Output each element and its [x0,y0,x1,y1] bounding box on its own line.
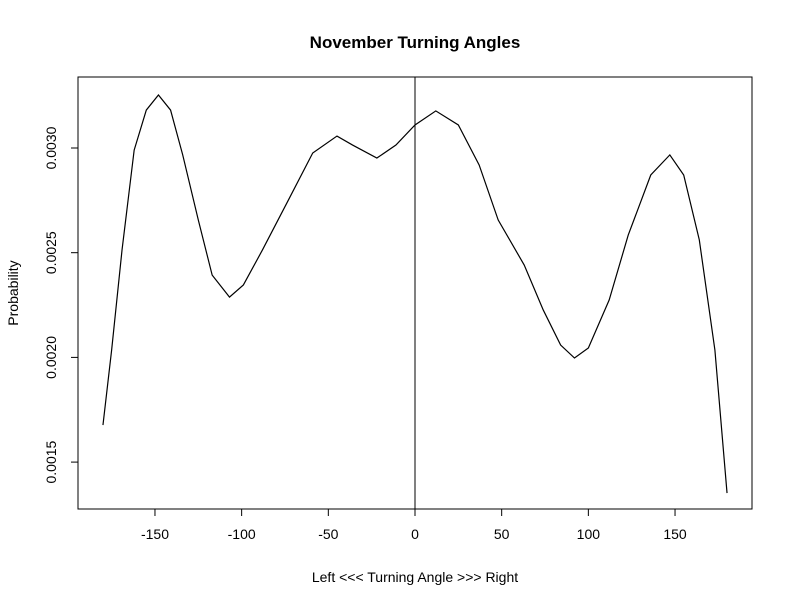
x-tick-label: -100 [228,526,256,542]
y-tick-label: 0.0025 [43,231,59,274]
x-tick-label: 100 [577,526,601,542]
x-tick-label: 150 [663,526,687,542]
chart-title: November Turning Angles [310,33,521,52]
x-axis-label: Left <<< Turning Angle >>> Right [312,569,518,585]
x-tick-label: -50 [318,526,338,542]
y-tick-label: 0.0015 [43,440,59,483]
density-line [102,94,728,494]
x-tick-label: 0 [411,526,419,542]
y-axis-label: Probability [5,260,21,325]
x-tick-label: -150 [141,526,169,542]
y-tick-label: 0.0020 [43,336,59,379]
y-tick-label: 0.0030 [43,126,59,169]
x-tick-label: 50 [494,526,510,542]
